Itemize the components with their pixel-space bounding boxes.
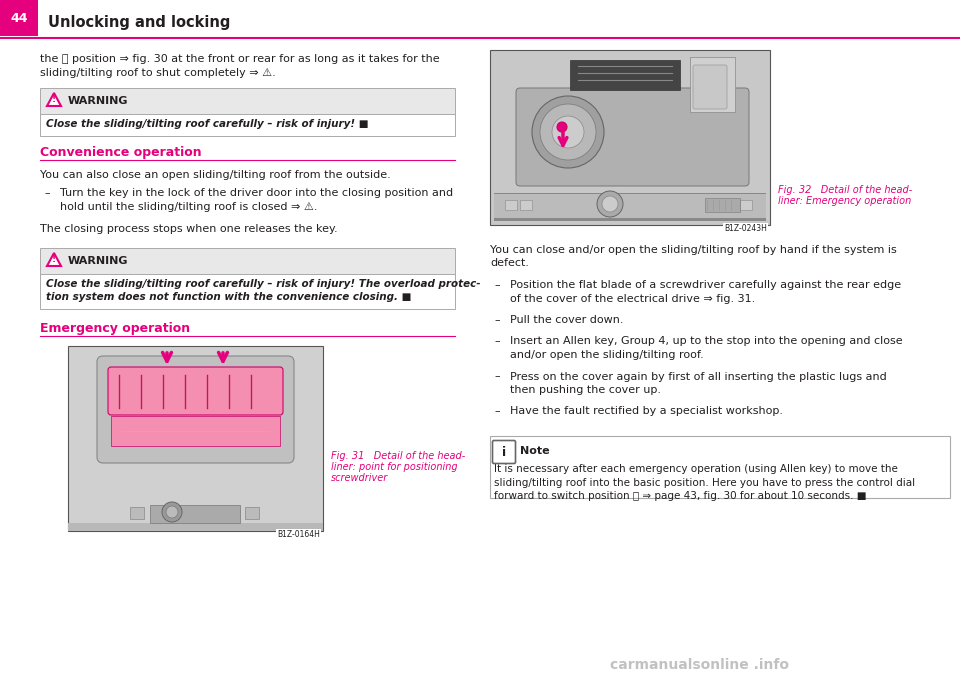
- Circle shape: [166, 506, 178, 518]
- Text: liner: Emergency operation: liner: Emergency operation: [778, 196, 911, 206]
- FancyBboxPatch shape: [97, 356, 294, 463]
- Circle shape: [162, 502, 182, 522]
- Circle shape: [557, 122, 567, 132]
- Bar: [494, 193, 766, 221]
- Text: hold until the sliding/tilting roof is closed ⇒ ⚠.: hold until the sliding/tilting roof is c…: [60, 201, 318, 211]
- Bar: [130, 507, 144, 519]
- Text: WARNING: WARNING: [68, 96, 129, 106]
- Polygon shape: [47, 253, 61, 266]
- Bar: [505, 200, 517, 210]
- Text: Close the sliding/tilting roof carefully – risk of injury! The overload protec-: Close the sliding/tilting roof carefully…: [46, 279, 481, 289]
- Polygon shape: [47, 93, 61, 106]
- Text: Press on the cover again by first of all inserting the plastic lugs and: Press on the cover again by first of all…: [510, 371, 887, 382]
- FancyBboxPatch shape: [516, 88, 749, 186]
- Bar: [40, 114, 455, 136]
- Text: Close the sliding/tilting roof carefully – risk of injury! ■: Close the sliding/tilting roof carefully…: [46, 119, 369, 129]
- Text: 44: 44: [11, 11, 28, 24]
- FancyBboxPatch shape: [492, 441, 516, 464]
- Text: –: –: [494, 406, 499, 417]
- Text: The closing process stops when one releases the key.: The closing process stops when one relea…: [40, 224, 338, 234]
- Text: WARNING: WARNING: [68, 256, 129, 266]
- Text: Turn the key in the lock of the driver door into the closing position and: Turn the key in the lock of the driver d…: [60, 188, 453, 198]
- Text: !: !: [52, 96, 56, 104]
- Text: Insert an Allen key, Group 4, up to the stop into the opening and close: Insert an Allen key, Group 4, up to the …: [510, 336, 902, 347]
- Circle shape: [532, 96, 604, 168]
- Text: Convenience operation: Convenience operation: [40, 146, 202, 159]
- Text: –: –: [494, 315, 499, 325]
- Text: and/or open the sliding/tilting roof.: and/or open the sliding/tilting roof.: [510, 350, 704, 360]
- Text: Unlocking and locking: Unlocking and locking: [48, 15, 230, 30]
- Bar: [740, 200, 752, 210]
- Text: Note: Note: [520, 446, 550, 456]
- FancyBboxPatch shape: [693, 65, 727, 109]
- Text: –: –: [44, 188, 50, 198]
- Text: B1Z-0164H: B1Z-0164H: [277, 530, 320, 539]
- Text: B1Z-0243H: B1Z-0243H: [724, 224, 767, 233]
- Text: liner: point for positioning: liner: point for positioning: [331, 462, 458, 472]
- Bar: [490, 436, 950, 498]
- Bar: [490, 50, 770, 225]
- Bar: [705, 198, 740, 212]
- Bar: [68, 523, 323, 531]
- Text: Fig. 32   Detail of the head-: Fig. 32 Detail of the head-: [778, 185, 912, 195]
- Bar: [40, 88, 455, 114]
- Bar: [690, 57, 735, 112]
- Bar: [720, 200, 732, 210]
- Text: then pushing the cover up.: then pushing the cover up.: [510, 385, 661, 395]
- Bar: [520, 200, 532, 210]
- Text: of the cover of the electrical drive ⇒ fig. 31.: of the cover of the electrical drive ⇒ f…: [510, 293, 756, 304]
- Text: defect.: defect.: [490, 258, 529, 269]
- Text: –: –: [494, 371, 499, 382]
- Bar: [40, 248, 455, 274]
- Circle shape: [597, 191, 623, 217]
- Text: sliding/tilting roof into the basic position. Here you have to press the control: sliding/tilting roof into the basic posi…: [494, 478, 915, 487]
- Text: i: i: [502, 446, 506, 458]
- Bar: [494, 194, 766, 218]
- Text: You can close and/or open the sliding/tilting roof by hand if the system is: You can close and/or open the sliding/ti…: [490, 245, 897, 255]
- Text: Pull the cover down.: Pull the cover down.: [510, 315, 623, 325]
- Text: –: –: [494, 336, 499, 347]
- Text: sliding/tilting roof to shut completely ⇒ ⚠.: sliding/tilting roof to shut completely …: [40, 67, 276, 77]
- Bar: [245, 507, 259, 519]
- Circle shape: [540, 104, 596, 160]
- Text: tion system does not function with the convenience closing. ■: tion system does not function with the c…: [46, 293, 412, 302]
- Text: It is necessary after each emergency operation (using Allen key) to move the: It is necessary after each emergency ope…: [494, 464, 898, 474]
- FancyBboxPatch shape: [108, 367, 283, 415]
- Text: Emergency operation: Emergency operation: [40, 322, 190, 335]
- Text: screwdriver: screwdriver: [331, 473, 388, 483]
- Text: !: !: [52, 256, 56, 264]
- Text: forward to switch position Ⓐ ⇒ page 43, fig. 30 for about 10 seconds. ■: forward to switch position Ⓐ ⇒ page 43, …: [494, 491, 867, 501]
- Bar: [0, 0, 38, 36]
- Bar: [150, 505, 240, 523]
- Text: You can also close an open sliding/tilting roof from the outside.: You can also close an open sliding/tilti…: [40, 170, 391, 180]
- Bar: [68, 346, 323, 531]
- Text: the Ⓐ position ⇒ fig. 30 at the front or rear for as long as it takes for the: the Ⓐ position ⇒ fig. 30 at the front or…: [40, 54, 440, 64]
- Text: Position the flat blade of a screwdriver carefully against the rear edge: Position the flat blade of a screwdriver…: [510, 280, 901, 290]
- Circle shape: [552, 116, 584, 148]
- Bar: [570, 60, 680, 90]
- Text: Have the fault rectified by a specialist workshop.: Have the fault rectified by a specialist…: [510, 406, 783, 417]
- Text: –: –: [494, 280, 499, 290]
- Bar: [40, 274, 455, 309]
- Text: Fig. 31   Detail of the head-: Fig. 31 Detail of the head-: [331, 451, 466, 461]
- Text: carmanualsonline .info: carmanualsonline .info: [611, 658, 789, 672]
- Circle shape: [602, 196, 618, 212]
- Bar: [111, 416, 280, 446]
